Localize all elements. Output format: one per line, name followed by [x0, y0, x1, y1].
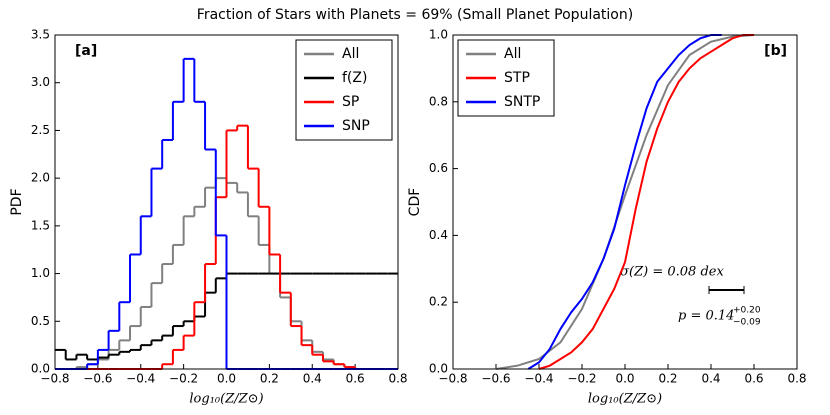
y-tick-label: 1.5 — [31, 218, 50, 232]
y-tick-label: 3.0 — [31, 75, 50, 89]
x-tick-label: 0.8 — [388, 372, 407, 386]
x-axis-label: log₁₀(Z/Z⊙) — [189, 392, 263, 407]
legend-label: STP — [504, 70, 530, 86]
x-tick-label: −0.2 — [567, 372, 596, 386]
cdf-line — [495, 34, 755, 370]
x-tick-label: 0.4 — [303, 372, 322, 386]
y-axis-label: CDF — [407, 188, 423, 217]
x-tick-label: 0.2 — [260, 372, 279, 386]
p-plus: +0.20 — [733, 306, 761, 316]
p-note: p = 0.14 — [678, 309, 734, 324]
panel-label: [b] — [764, 43, 787, 59]
p-minus: −0.09 — [733, 318, 761, 328]
legend-label: SNTP — [504, 94, 540, 110]
x-tick-label: 0.2 — [658, 372, 677, 386]
legend-label: f(Z) — [342, 70, 367, 86]
plot-frame — [452, 34, 798, 370]
x-tick-label: 0.0 — [615, 372, 634, 386]
legend-label: All — [342, 46, 359, 62]
x-tick-label: −0.4 — [126, 372, 155, 386]
x-tick-label: −0.8 — [40, 372, 69, 386]
cdf-line — [538, 34, 754, 370]
legend-label: All — [504, 46, 521, 62]
x-tick-label: −0.2 — [169, 372, 198, 386]
x-tick-label: 0.6 — [346, 372, 365, 386]
y-tick-label: 1.0 — [429, 28, 448, 42]
x-tick-label: 0.8 — [787, 372, 806, 386]
figure-title: Fraction of Stars with Planets = 69% (Sm… — [197, 7, 633, 23]
x-tick-label: −0.6 — [83, 372, 112, 386]
legend-label: SP — [342, 94, 359, 110]
plot-frame — [54, 34, 399, 370]
y-tick-label: 0.8 — [429, 94, 448, 108]
x-tick-label: −0.6 — [481, 372, 510, 386]
y-tick-label: 0.4 — [429, 228, 448, 242]
y-tick-label: 0.0 — [429, 362, 448, 376]
x-tick-label: 0.0 — [217, 372, 236, 386]
y-tick-label: 2.5 — [31, 123, 50, 137]
x-tick-label: −0.8 — [438, 372, 467, 386]
cdf-line — [527, 34, 722, 370]
panel-label: [a] — [75, 43, 97, 59]
y-tick-label: 0.5 — [31, 314, 50, 328]
x-axis-label: log₁₀(Z/Z⊙) — [588, 392, 662, 407]
y-tick-label: 0.6 — [429, 161, 448, 175]
legend-label: SNP — [342, 118, 370, 134]
y-tick-label: 0.0 — [31, 362, 50, 376]
legend-box — [295, 39, 393, 141]
x-tick-label: −0.4 — [524, 372, 553, 386]
x-tick-label: 0.6 — [744, 372, 763, 386]
sigma-note: σ(Z) = 0.08 dex — [620, 265, 724, 280]
x-tick-label: 0.4 — [701, 372, 720, 386]
y-axis-label: PDF — [9, 188, 25, 215]
y-tick-label: 1.0 — [31, 266, 50, 280]
y-tick-label: 2.0 — [31, 171, 50, 185]
y-tick-label: 3.5 — [31, 28, 50, 42]
y-tick-label: 0.2 — [429, 295, 448, 309]
